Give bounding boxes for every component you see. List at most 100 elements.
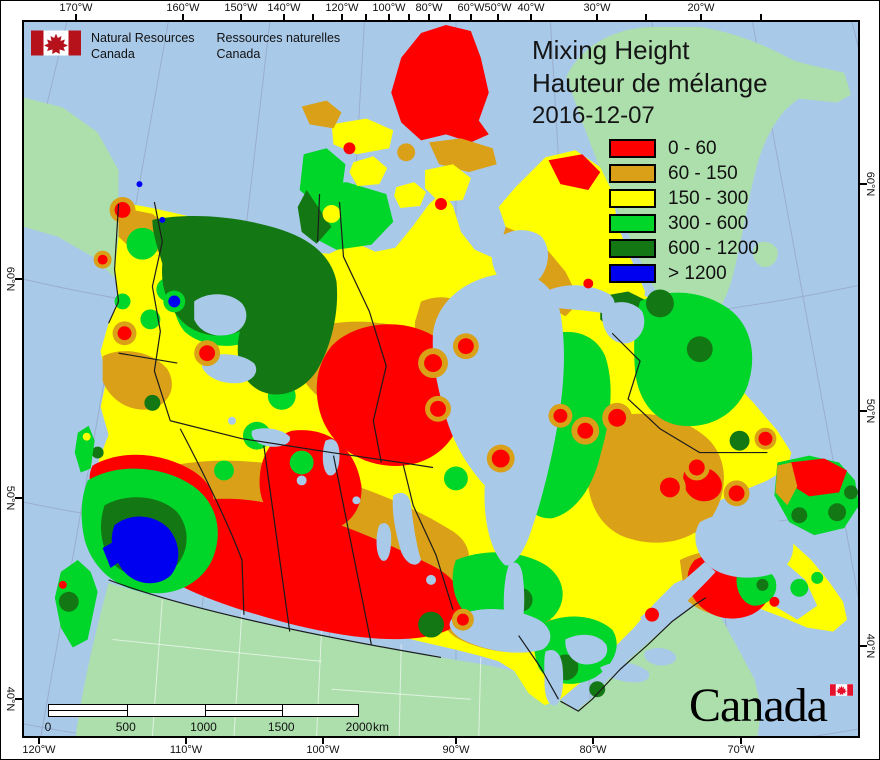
map-frame: Natural Resources Canada Ressources natu… xyxy=(22,20,860,738)
org-name-french: Ressources naturelles Canada xyxy=(216,31,341,61)
graticule-tick xyxy=(38,738,40,744)
latitude-label: 60°N xyxy=(864,171,876,197)
latitude-label: 50°N xyxy=(4,485,16,511)
legend-label: 600 - 1200 xyxy=(668,237,759,259)
wordmark-text: Canada xyxy=(689,679,828,732)
scale-bar-labels: 0 500 1000 1500 2000 km xyxy=(44,717,448,734)
scale-bar: 0 500 1000 1500 2000 km xyxy=(44,704,448,734)
longitude-label: 170°W xyxy=(59,2,93,14)
graticule-tick xyxy=(470,14,472,20)
legend-swatch xyxy=(609,239,656,258)
legend-item: > 1200 xyxy=(609,261,759,286)
map-title: Mixing Height Hauteur de mélange 2016-12… xyxy=(532,34,768,131)
coastal-islands xyxy=(54,425,858,648)
legend-item: 150 - 300 xyxy=(609,186,759,211)
longitude-label: 100°W xyxy=(372,2,406,14)
legend-label: 150 - 300 xyxy=(668,187,749,209)
graticule-tick xyxy=(240,14,242,20)
legend-label: 0 - 60 xyxy=(668,137,717,159)
latitude-label: 40°N xyxy=(864,633,876,659)
legend-item: 0 - 60 xyxy=(609,136,759,161)
canada-flag-icon xyxy=(830,684,853,696)
longitude-label: 40°W xyxy=(517,2,545,14)
legend-label: > 1200 xyxy=(668,262,727,284)
graticule-tick xyxy=(860,645,867,647)
longitude-label: 120°W xyxy=(325,2,359,14)
graticule-tick xyxy=(388,14,390,20)
longitude-label: 60°W xyxy=(457,2,485,14)
longitude-label: 70°W xyxy=(727,744,755,756)
graticule-tick xyxy=(860,410,867,412)
graticule-tick xyxy=(449,14,451,20)
longitude-label: 160°W xyxy=(166,2,200,14)
graticule-tick xyxy=(592,738,594,744)
scale-bar-number: 0 xyxy=(44,720,52,734)
org-name-english: Natural Resources Canada xyxy=(91,31,195,61)
legend-swatch xyxy=(609,164,656,183)
graticule-tick xyxy=(283,14,285,20)
canada-flag-icon xyxy=(31,30,81,56)
graticule-tick xyxy=(15,698,22,700)
legend: 0 - 60 60 - 150 150 - 300 300 - 600 600 - 12… xyxy=(609,136,759,286)
graticule-tick xyxy=(596,14,598,20)
longitude-label: 120°W xyxy=(22,744,56,756)
longitude-label: 140°W xyxy=(267,2,301,14)
longitude-label: 50°W xyxy=(484,2,512,14)
arctic-islands xyxy=(297,24,649,337)
longitude-label: 150°W xyxy=(224,2,258,14)
legend-swatch xyxy=(609,139,656,158)
canada-mixing-height-map xyxy=(24,22,858,736)
longitude-label: 110°W xyxy=(169,744,203,756)
graticule-tick xyxy=(645,14,647,20)
legend-swatch xyxy=(609,189,656,208)
longitude-label: 100°W xyxy=(306,744,340,756)
latitude-label: 40°N xyxy=(4,686,16,712)
title-french: Hauteur de mélange xyxy=(532,68,768,98)
station-spots xyxy=(93,197,780,631)
legend-label: 300 - 600 xyxy=(668,212,749,234)
legend-item: 300 - 600 xyxy=(609,211,759,236)
graticule-tick xyxy=(740,738,742,744)
graticule-tick xyxy=(312,14,314,20)
graticule-tick xyxy=(75,14,77,20)
title-date: 2016-12-07 xyxy=(532,102,655,129)
graticule-tick xyxy=(455,738,457,744)
scale-bar-number: 1500 xyxy=(267,720,295,734)
graticule-tick xyxy=(15,278,22,280)
graticule-tick xyxy=(428,14,430,20)
legend-label: 60 - 150 xyxy=(668,162,738,184)
latitude-label: 60°N xyxy=(4,266,16,292)
us-state-borders xyxy=(112,599,482,736)
scale-bar-number: 2000 xyxy=(345,720,373,734)
longitude-label: 80°W xyxy=(415,2,443,14)
canada-wordmark: Canada xyxy=(689,679,858,736)
longitude-label: 90°W xyxy=(442,744,470,756)
scale-bar-number: 500 xyxy=(115,720,136,734)
title-english: Mixing Height xyxy=(532,35,690,65)
longitude-label: 80°W xyxy=(579,744,607,756)
graticule-tick xyxy=(497,14,499,20)
graticule-tick xyxy=(341,14,343,20)
graticule-tick xyxy=(408,14,410,20)
longitude-label: 20°W xyxy=(687,2,715,14)
graticule-tick xyxy=(185,738,187,744)
graticule-tick xyxy=(530,14,532,20)
graticule-tick xyxy=(860,183,867,185)
nrcan-signature: Natural Resources Canada Ressources natu… xyxy=(31,30,362,62)
legend-swatch xyxy=(609,214,656,233)
graticule-tick xyxy=(700,14,702,20)
longitude-label: 30°W xyxy=(583,2,611,14)
scale-bar-graphic xyxy=(48,704,359,717)
graticule-tick xyxy=(760,14,762,20)
legend-item: 600 - 1200 xyxy=(609,236,759,261)
political-borders xyxy=(108,201,768,712)
scale-bar-number: 1000 xyxy=(190,720,217,734)
legend-swatch xyxy=(609,264,656,283)
legend-item: 60 - 150 xyxy=(609,161,759,186)
scale-bar-unit: km xyxy=(373,720,389,734)
latitude-label: 50°N xyxy=(864,398,876,424)
graticule-tick xyxy=(322,738,324,744)
graticule-tick xyxy=(365,14,367,20)
graticule-tick xyxy=(15,497,22,499)
